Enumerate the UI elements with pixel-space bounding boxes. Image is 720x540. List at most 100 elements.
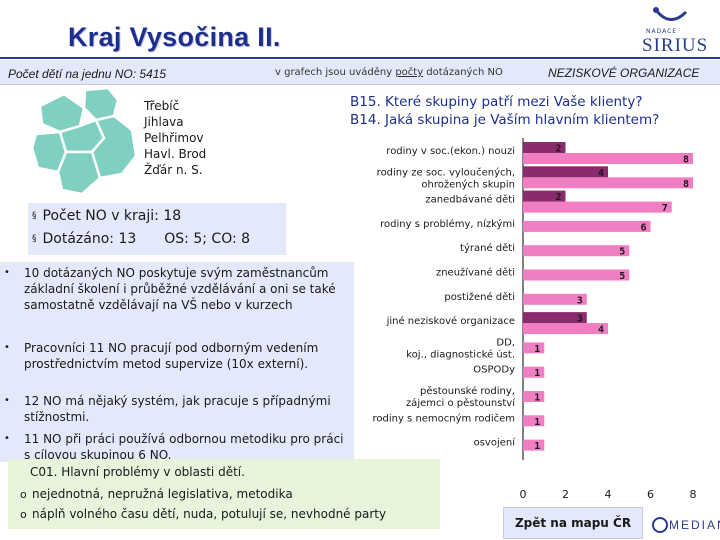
district-name: Žďár n. S. (144, 163, 203, 177)
finding-text: Pracovníci 11 NO pracují pod odborným ve… (24, 341, 319, 371)
bar-b14 (523, 190, 566, 202)
stats-os-co: OS: 5; CO: 8 (164, 231, 251, 247)
x-tick-label: 8 (690, 488, 697, 501)
district-name: Třebíč (144, 99, 180, 113)
finding-item: • 12 NO má nějaký systém, jak pracuje s p… (4, 393, 348, 425)
district-name: Pelhřimov (144, 131, 204, 145)
bar-value-label: 4 (598, 168, 604, 179)
district-trebic[interactable] (90, 114, 138, 180)
problem-text: nejednotná, nepružná legislativa, metodi… (32, 487, 293, 501)
district-south[interactable] (56, 150, 102, 196)
problem-text: náplň volného času dětí, nuda, potulují … (32, 507, 387, 521)
finding-text: 12 NO má nějaký systém, jak pracuje s př… (24, 394, 331, 424)
bar-b14 (523, 166, 608, 178)
bar-b15 (523, 177, 693, 189)
bullet-icon: • (4, 342, 10, 353)
question-titles: B15. Které skupiny patří mezi Vaše klien… (350, 93, 659, 129)
sirius-swoosh-icon (653, 7, 688, 21)
bar-value-label: 4 (598, 325, 604, 336)
category-label: rodiny ze soc. vyloučených, ohrožených sk… (377, 166, 515, 190)
district-name: Havl. Brod (144, 147, 207, 161)
logo-small-text: NADACE (646, 28, 678, 35)
org-type-label: NEZISKOVÉ ORGANIZACE (548, 66, 700, 80)
category-label: OSPODy (473, 365, 515, 376)
bullet-icon: • (4, 433, 10, 444)
median-logo (652, 517, 668, 533)
question-b14: B14. Jaká skupina je Vaším hlavním klien… (350, 112, 660, 128)
bullet-icon: o (20, 508, 27, 521)
bar-b14 (523, 142, 566, 153)
bar-value-label: 1 (534, 368, 540, 379)
children-per-no: Počet dětí na jednu NO: 5415 (8, 67, 167, 81)
finding-text: 11 NO při práci používá odbornou metodik… (24, 432, 344, 462)
section-bullet-icon: § (32, 234, 37, 244)
district-list: Třebíč Jihlava Pelhřimov Havl. Brod Žďár… (144, 98, 206, 178)
category-label: jiné neziskové organizace (386, 315, 515, 327)
region-map[interactable] (30, 86, 140, 198)
category-label: zneužívané děti (436, 267, 515, 279)
bar-b15 (523, 391, 545, 402)
bar-value-label: 2 (555, 144, 561, 155)
page-title: Kraj Vysočina II. (68, 22, 281, 52)
finding-item: • 11 NO při práci používá odbornou metodi… (4, 431, 348, 463)
x-tick-label: 6 (647, 488, 654, 501)
bar-value-label: 8 (683, 155, 689, 166)
x-tick-label: 0 (520, 488, 527, 501)
logo-big-text: SIRIUS (642, 35, 709, 56)
note-underlined: počty (395, 67, 424, 78)
chart-note: v grafech jsou uváděny počty dotázaných … (275, 67, 503, 78)
bar-b15 (523, 439, 545, 451)
stats-answered: Dotázáno: 13 (42, 231, 137, 247)
stats-answered-row: § Dotázáno: 13 OS: 5; CO: 8 (32, 231, 250, 247)
category-label: pěstounské rodiny, zájemci o pěstounství (406, 385, 516, 409)
note-prefix: v grafech jsou uváděny (275, 67, 396, 78)
category-label: zanedbávané děti (425, 194, 515, 206)
stats-count: Počet NO v kraji: 18 (42, 208, 182, 224)
category-label: týrané děti (460, 242, 515, 254)
x-tick-label: 4 (605, 488, 612, 501)
findings-panel: • 10 dotázaných NO poskytuje svým zaměstn… (0, 262, 354, 462)
finding-text: 10 dotázaných NO poskytuje svým zaměstna… (24, 266, 336, 312)
category-label: postižené děti (444, 291, 515, 303)
category-label: DD, koj., diagnostické úst. (406, 337, 515, 360)
bar-value-label: 5 (619, 247, 625, 258)
bar-b15 (523, 201, 672, 213)
problems-box: C01. Hlavní problémy v oblasti dětí. o ne… (8, 459, 440, 529)
section-bullet-icon: § (32, 211, 37, 221)
bar-b15 (523, 220, 651, 232)
bar-value-label: 1 (534, 344, 540, 355)
bar-value-label: 1 (534, 417, 540, 428)
bar-b15 (523, 415, 545, 427)
category-label: rodiny v soc.(ekon.) nouzi (386, 146, 515, 157)
stats-box: § Počet NO v kraji: 18 § Dotázáno: 13 OS: 5… (28, 203, 286, 255)
bar-b15 (523, 342, 545, 354)
bar-value-label: 5 (619, 271, 625, 282)
back-to-map-button[interactable]: Zpět na mapu ČR (503, 507, 643, 539)
info-bar (0, 60, 720, 85)
bar-value-label: 2 (555, 192, 561, 203)
bar-value-label: 1 (534, 441, 540, 452)
bullet-icon: • (4, 395, 10, 406)
sirius-logo: NADACE SIRIUS (636, 6, 709, 58)
problem-item: o nejednotná, nepružná legislativa, metod… (20, 487, 293, 501)
bar-b15 (523, 323, 608, 335)
bar-value-label: 3 (577, 295, 583, 306)
median-brand: MEDIAN (669, 518, 720, 532)
bar-b15 (523, 366, 545, 378)
bar-b15 (523, 269, 630, 281)
finding-item: • Pracovníci 11 NO pracují pod odborným v… (4, 340, 348, 372)
median-circle-icon (652, 517, 668, 533)
bar-b15 (523, 293, 587, 305)
finding-item: • 10 dotázaných NO poskytuje svým zaměstn… (4, 265, 348, 313)
bar-b14 (523, 312, 587, 324)
bullet-icon: o (20, 488, 27, 501)
category-label: osvojení (474, 437, 517, 449)
bar-value-label: 8 (683, 179, 689, 190)
stats-count-row: § Počet NO v kraji: 18 (32, 208, 181, 224)
x-tick-label: 2 (562, 488, 569, 501)
district-name: Jihlava (144, 115, 184, 129)
bar-value-label: 6 (640, 222, 646, 233)
client-groups-chart: rodiny v soc.(ekon.) nouzi 8 2 rodiny ze so… (372, 138, 697, 501)
note-suffix: dotázaných NO (423, 67, 503, 78)
question-b15: B15. Které skupiny patří mezi Vaše klien… (350, 94, 643, 110)
